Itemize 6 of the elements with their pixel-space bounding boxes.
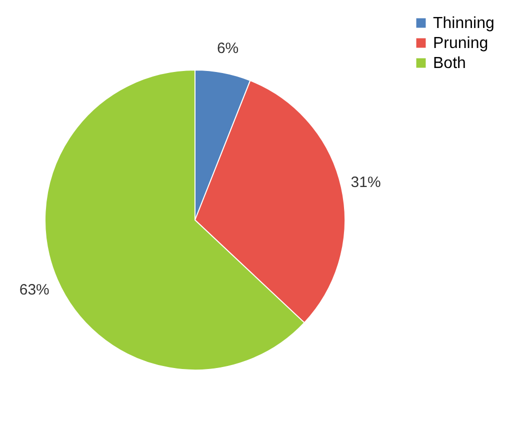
- legend-label: Thinning: [433, 15, 494, 32]
- data-label: 31%: [350, 174, 381, 191]
- legend-label: Both: [433, 55, 466, 72]
- data-label: 6%: [216, 40, 239, 58]
- data-label: 63%: [19, 282, 50, 298]
- legend-label: Pruning: [433, 35, 488, 52]
